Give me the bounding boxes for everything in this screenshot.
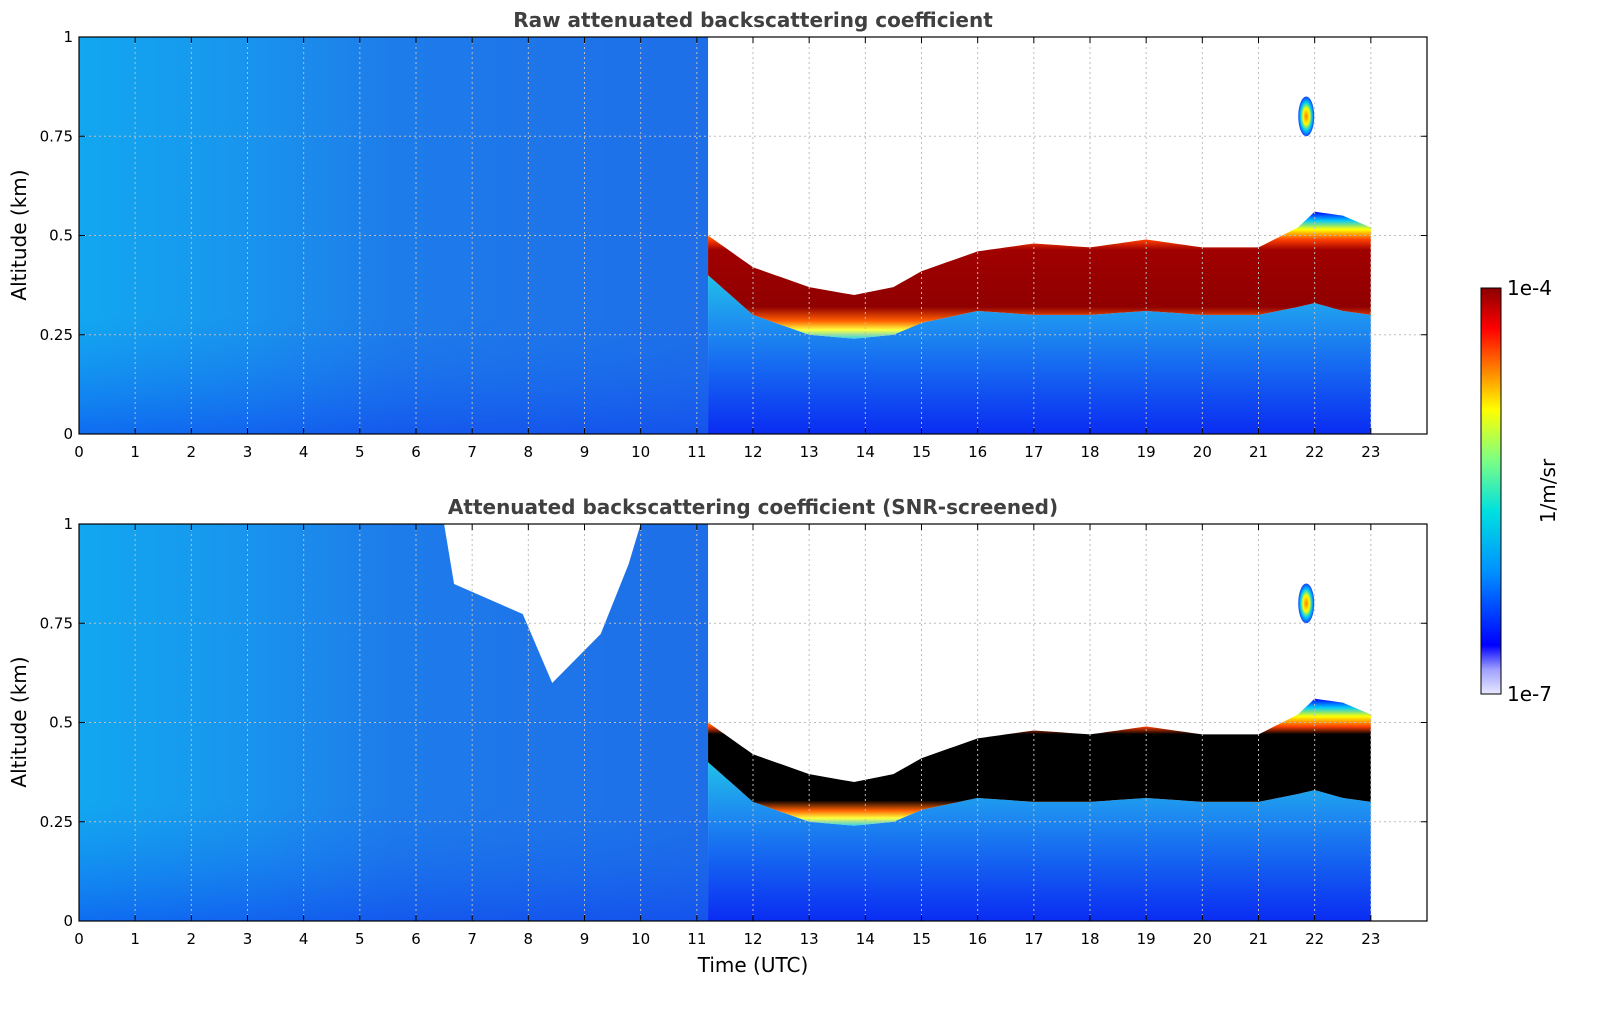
x-tick-label: 14 bbox=[856, 443, 875, 461]
grid-screened bbox=[79, 524, 1427, 921]
x-tick-label: 4 bbox=[299, 930, 309, 948]
x-tick-label: 22 bbox=[1305, 443, 1324, 461]
x-tick-label: 18 bbox=[1080, 443, 1099, 461]
screened-gap bbox=[444, 524, 641, 683]
grid-raw bbox=[79, 37, 1427, 434]
x-tick-label: 15 bbox=[912, 443, 931, 461]
y-tick-label: 0.5 bbox=[49, 227, 73, 245]
y-tick-label: 1 bbox=[63, 28, 73, 46]
x-tick-label: 2 bbox=[187, 443, 197, 461]
x-tick-label: 23 bbox=[1361, 930, 1380, 948]
x-tick-label: 0 bbox=[74, 443, 84, 461]
x-tick-label: 11 bbox=[687, 930, 706, 948]
x-tick-label: 13 bbox=[800, 930, 819, 948]
x-tick-label: 23 bbox=[1361, 443, 1380, 461]
sub-layer-region bbox=[708, 275, 1371, 434]
x-tick-label: 6 bbox=[411, 443, 421, 461]
x-axis-label: Time (UTC) bbox=[697, 953, 809, 977]
y-axis-label: Altitude (km) bbox=[7, 656, 31, 787]
panel-screened: Attenuated backscattering coefficient (S… bbox=[7, 495, 1428, 977]
x-axis-ticks: 0 1 2 3 4 5 6 7 8 9 10 11 12 13 14 15 16 17 18 19 20 21 22 23 bbox=[74, 524, 1380, 948]
x-tick-label: 6 bbox=[411, 930, 421, 948]
isolated-cloud bbox=[1298, 96, 1315, 137]
y-axis-ticks: 0 0.25 0.5 0.75 1 bbox=[40, 515, 1427, 930]
x-tick-label: 7 bbox=[467, 930, 477, 948]
y-axis-label: Altitude (km) bbox=[7, 169, 31, 300]
panel-title: Attenuated backscattering coefficient (S… bbox=[448, 495, 1058, 519]
y-tick-label: 0.75 bbox=[40, 127, 73, 145]
x-tick-label: 17 bbox=[1024, 443, 1043, 461]
x-tick-label: 19 bbox=[1137, 930, 1156, 948]
colorbar-max-label: 1e-4 bbox=[1507, 276, 1552, 300]
y-tick-label: 0.25 bbox=[40, 326, 73, 344]
x-tick-label: 12 bbox=[743, 930, 762, 948]
x-tick-label: 20 bbox=[1193, 443, 1212, 461]
x-tick-label: 5 bbox=[355, 443, 365, 461]
x-tick-label: 14 bbox=[856, 930, 875, 948]
x-tick-label: 12 bbox=[743, 443, 762, 461]
colorbar-unit-label: 1/m/sr bbox=[1536, 458, 1560, 523]
boundary-layer-band bbox=[708, 698, 1371, 826]
isolated-cloud bbox=[1298, 583, 1315, 624]
panel-raw: Raw attenuated backscattering coefficien… bbox=[7, 8, 1428, 461]
x-tick-label: 11 bbox=[687, 443, 706, 461]
x-tick-label: 10 bbox=[631, 443, 650, 461]
panel-title: Raw attenuated backscattering coefficien… bbox=[513, 8, 993, 32]
x-tick-label: 22 bbox=[1305, 930, 1324, 948]
y-axis-ticks: 0 0.25 0.5 0.75 1 bbox=[40, 28, 1427, 443]
x-tick-label: 8 bbox=[524, 930, 534, 948]
boundary-layer-band bbox=[708, 211, 1371, 339]
y-tick-label: 0.75 bbox=[40, 614, 73, 632]
x-tick-label: 20 bbox=[1193, 930, 1212, 948]
x-tick-label: 17 bbox=[1024, 930, 1043, 948]
y-tick-label: 1 bbox=[63, 515, 73, 533]
x-tick-label: 3 bbox=[243, 443, 253, 461]
x-tick-label: 1 bbox=[130, 443, 140, 461]
x-tick-label: 19 bbox=[1137, 443, 1156, 461]
colorbar: 1e-4 1e-7 1/m/sr bbox=[1480, 276, 1560, 706]
y-tick-label: 0 bbox=[63, 425, 73, 443]
x-tick-label: 16 bbox=[968, 443, 987, 461]
x-tick-label: 9 bbox=[580, 443, 590, 461]
x-tick-label: 18 bbox=[1080, 930, 1099, 948]
x-tick-label: 0 bbox=[74, 930, 84, 948]
x-tick-label: 7 bbox=[467, 443, 477, 461]
x-tick-label: 21 bbox=[1249, 930, 1268, 948]
x-tick-label: 1 bbox=[130, 930, 140, 948]
x-tick-label: 5 bbox=[355, 930, 365, 948]
x-tick-label: 10 bbox=[631, 930, 650, 948]
colorbar-min-label: 1e-7 bbox=[1507, 682, 1552, 706]
colorbar-scale bbox=[1480, 287, 1502, 695]
x-tick-label: 2 bbox=[187, 930, 197, 948]
x-tick-label: 9 bbox=[580, 930, 590, 948]
x-tick-label: 21 bbox=[1249, 443, 1268, 461]
y-tick-label: 0.25 bbox=[40, 813, 73, 831]
x-tick-label: 3 bbox=[243, 930, 253, 948]
x-tick-label: 8 bbox=[524, 443, 534, 461]
x-tick-label: 13 bbox=[800, 443, 819, 461]
x-tick-label: 16 bbox=[968, 930, 987, 948]
y-tick-label: 0 bbox=[63, 912, 73, 930]
x-axis-ticks: 0 1 2 3 4 5 6 7 8 9 10 11 12 13 14 15 16 17 18 19 20 21 22 23 bbox=[74, 37, 1380, 461]
y-tick-label: 0.5 bbox=[49, 714, 73, 732]
x-tick-label: 15 bbox=[912, 930, 931, 948]
x-tick-label: 4 bbox=[299, 443, 309, 461]
